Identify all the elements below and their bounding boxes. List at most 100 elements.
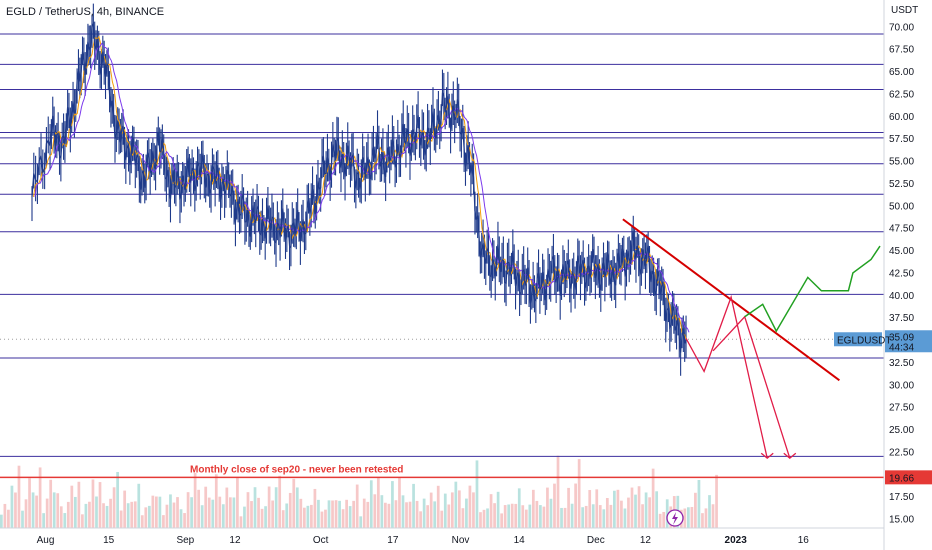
volume-bar [486,508,489,528]
volume-bar [253,487,257,528]
volume-bar [715,474,718,528]
volume-bar [45,498,49,528]
lightning-glyph-icon [672,512,678,525]
support-annotation: Monthly close of sep20 - never been rete… [190,464,403,475]
volume-bar [137,483,141,528]
volume-bar [218,496,222,528]
volume-bar [401,495,405,528]
volume-bar [528,504,532,528]
volume-bar [73,496,77,528]
volume-bar [190,497,193,528]
volume-bar [165,504,169,528]
volume-bar [429,492,433,528]
volume-bar [179,509,183,528]
volume-bar [35,495,38,528]
volume-bar [613,490,616,528]
volume-bar [553,483,556,528]
volume-bar [665,499,669,528]
volume-bar [454,481,458,528]
moving-average-fast [33,35,688,341]
volume-bar [105,505,109,528]
price-line [31,21,687,353]
volume-bar [440,510,444,528]
volume-bar [574,483,577,528]
volume-bar [577,459,581,528]
volume-bar [264,506,267,528]
volume-bar [56,493,60,528]
volume-bar [514,503,518,528]
volume-bar [369,480,373,528]
volume-bar [609,504,613,528]
y-tick-label: 60.00 [889,112,914,123]
volume-bar [302,507,306,528]
price-unit-label: USDT [891,5,919,16]
volume-bar [313,488,317,528]
volume-bar [581,507,585,528]
bearish-projection-path [685,294,768,459]
volume-bar [140,515,144,528]
volume-bar [77,481,81,528]
x-tick-label: 12 [229,535,241,546]
volume-bar [415,500,419,528]
volume-bar [641,504,644,528]
volume-bar [704,508,708,528]
y-tick-label: 37.50 [889,313,914,324]
y-tick-label: 25.00 [889,425,914,436]
volume-bar [549,498,553,528]
volume-bar [299,498,303,528]
volume-bar [531,489,535,528]
volume-bar [42,513,45,528]
volume-bar [458,490,461,528]
volume-bar [278,475,282,528]
volume-bar [535,500,539,528]
volume-bar [0,514,3,528]
volume-bar [225,487,229,528]
volume-bar [324,509,327,528]
volume-bar [644,492,648,528]
volume-bar [214,474,218,528]
y-tick-label: 67.50 [889,45,914,56]
volume-bar [239,516,243,528]
volume-bar [186,492,190,528]
volume-bar [366,501,370,528]
volume-bar [623,508,627,528]
x-tick-label: 16 [798,535,810,546]
volume-bar [119,510,123,528]
last-price-value: 35.09 [889,332,914,343]
volume-bar [81,514,84,528]
volume-bar [130,501,134,528]
volume-bar [380,495,384,528]
volume-bar [10,485,14,528]
y-tick-label: 70.00 [889,22,914,33]
volume-bar [207,497,211,528]
volume-bar [539,505,542,528]
volume-bar [221,504,225,528]
volume-bar [510,503,514,528]
volume-bar [116,471,119,528]
volume-bar [567,487,570,528]
volume-bar [521,505,525,528]
volume-bar [162,515,165,528]
volume-bar [341,509,345,528]
volume-bar [394,500,398,528]
volume-bar [306,505,310,528]
volume-bar [496,491,500,528]
volume-bar [405,502,408,528]
volume-bar [493,503,496,528]
y-tick-label: 50.00 [889,201,914,212]
y-tick-label: 32.50 [889,358,914,369]
volume-bar [546,487,549,528]
volume-bar [285,503,289,528]
chart-title: EGLD / TetherUS, 4h, BINANCE [6,6,165,18]
volume-bar [24,499,28,528]
volume-bar [151,495,155,528]
y-tick-label: 42.50 [889,268,914,279]
volume-bar [243,506,246,528]
last-price-badge [885,330,932,353]
volume-bar [334,500,338,528]
volume-bar [500,513,503,528]
volume-bar [295,487,299,528]
y-tick-label: 65.00 [889,67,914,78]
volume-bar [352,500,356,528]
